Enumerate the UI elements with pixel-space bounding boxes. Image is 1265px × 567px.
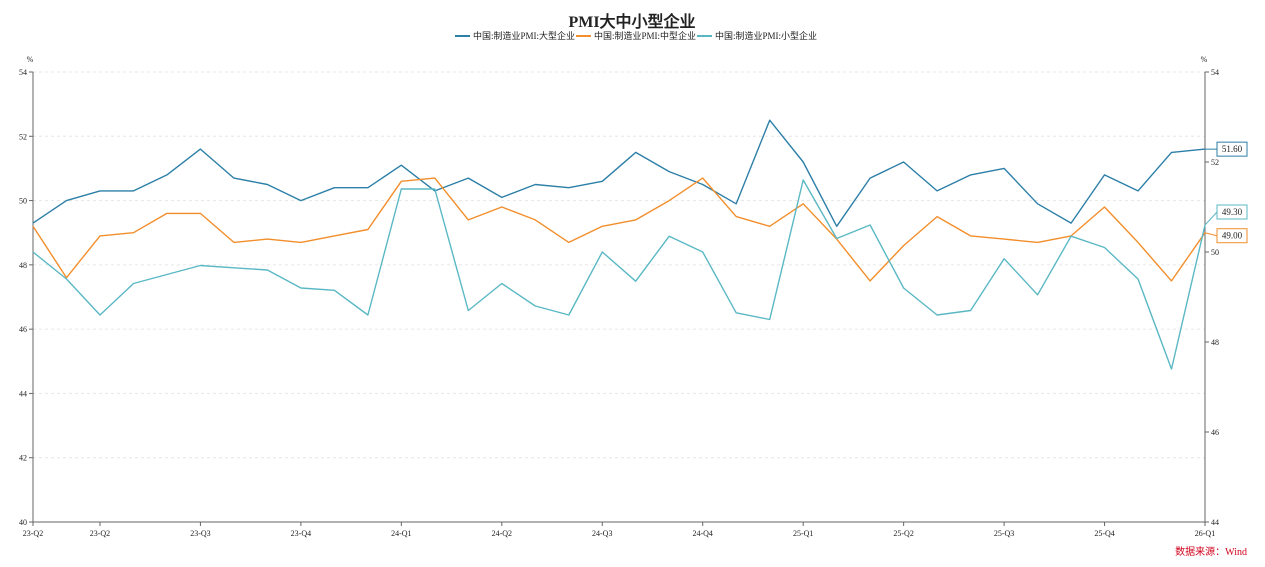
right-tick-label: 44 (1211, 518, 1219, 527)
grid-lines (33, 71, 1205, 459)
left-axis-unit: % (27, 55, 34, 64)
x-tick-label: 23-Q4 (291, 529, 311, 538)
end-label-connector (1204, 211, 1218, 226)
legend-label: 中国:制造业PMI:小型企业 (715, 30, 817, 41)
axes: % % 40 42 44 46 48 50 52 54 44 46 48 50 52 54 23-Q2 23-Q2… (19, 55, 1219, 538)
right-tick-label: 48 (1211, 338, 1219, 347)
end-labels: 51.60 49.00 49.30 (1204, 141, 1248, 244)
x-tick-label: 25-Q4 (1094, 529, 1114, 538)
left-tick-label: 42 (19, 454, 27, 463)
x-tick-label: 24-Q2 (492, 529, 512, 538)
right-tick-label: 54 (1211, 68, 1219, 77)
x-tick-label: 25-Q3 (994, 529, 1014, 538)
left-tick-label: 50 (19, 197, 27, 206)
end-label-box (1216, 141, 1248, 157)
series-line-1 (32, 119, 1206, 228)
end-label-connector (1204, 232, 1218, 237)
legend-label: 中国:制造业PMI:中型企业 (594, 30, 696, 41)
left-tick-label: 44 (19, 389, 27, 398)
x-tick-label: 23-Q3 (190, 529, 210, 538)
chart-title: PMI大中小型企业 (568, 12, 695, 31)
data-source: 数据来源：Wind (1175, 545, 1247, 558)
end-label-box (1216, 228, 1248, 244)
x-tick-label: 23-Q2 (90, 529, 110, 538)
legend-label: 中国:制造业PMI:大型企业 (473, 30, 575, 41)
end-label-value: 49.30 (1222, 207, 1243, 217)
x-tick-label: 25-Q1 (793, 529, 813, 538)
left-tick-label: 40 (19, 518, 27, 527)
x-tick-label: 24-Q3 (592, 529, 612, 538)
end-label-value: 51.60 (1222, 144, 1243, 154)
end-label-value: 49.00 (1222, 231, 1243, 241)
series-line-3 (32, 179, 1206, 370)
right-tick-label: 52 (1211, 158, 1219, 167)
left-tick-label: 48 (19, 261, 27, 270)
x-tick-label: 24-Q1 (391, 529, 411, 538)
series-line-2 (32, 177, 1206, 282)
right-tick-label: 46 (1211, 428, 1219, 437)
left-tick-label: 52 (19, 132, 27, 141)
series-lines (32, 119, 1206, 370)
end-label-box (1216, 204, 1248, 220)
left-tick-label: 46 (19, 325, 27, 334)
x-tick-label: 23-Q2 (23, 529, 43, 538)
x-tick-label: 24-Q4 (692, 529, 712, 538)
right-tick-label: 50 (1211, 248, 1219, 257)
x-tick-label: 26-Q1 (1195, 529, 1215, 538)
right-axis-unit: % (1201, 55, 1208, 64)
left-tick-label: 54 (19, 68, 27, 77)
legend: 中国:制造业PMI:大型企业 中国:制造业PMI:中型企业 中国:制造业PMI:小型… (455, 30, 817, 41)
x-tick-label: 25-Q2 (893, 529, 913, 538)
